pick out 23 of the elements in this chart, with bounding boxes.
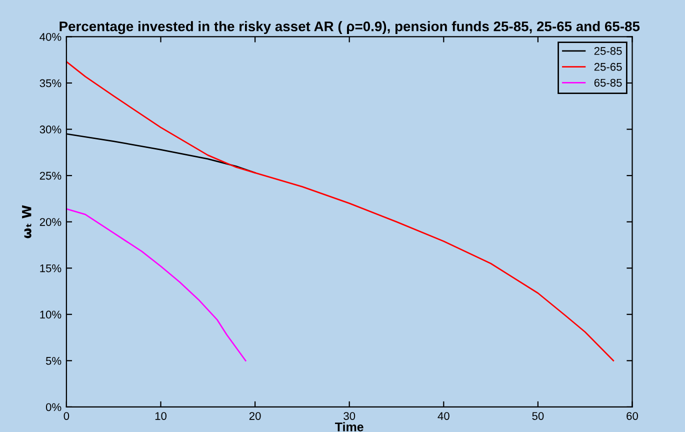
y-tick-label: 30%	[40, 126, 62, 134]
legend-label: 25-85	[594, 47, 622, 55]
y-tick-label: 10%	[40, 310, 62, 319]
x-tick-label: 20	[249, 412, 261, 420]
line-series	[66, 208, 246, 362]
x-tick-label: 50	[532, 412, 544, 420]
legend-label: 25-65	[594, 62, 622, 71]
y-axis-title: ωₜ W	[22, 205, 32, 238]
y-tick-label: 35%	[40, 79, 62, 88]
x-tick-label: 10	[155, 412, 166, 420]
y-tick-label: 25%	[40, 172, 62, 180]
x-axis-title: Time	[335, 422, 364, 432]
y-tick-label: 15%	[40, 264, 62, 272]
y-tick-label: 5%	[46, 356, 62, 365]
x-tick-label: 40	[438, 412, 450, 420]
chart-title: Percentage invested in the risky asset AR ( ρ=0.9), pension funds 25-85, 25-65 and 65-85	[60, 21, 640, 34]
x-tick-label: 0	[64, 412, 70, 420]
x-tick-label: 30	[344, 412, 356, 420]
y-tick-label: 20%	[40, 218, 62, 226]
y-tick-label: 0%	[46, 403, 62, 412]
legend-label: 65-85	[594, 78, 622, 87]
x-tick-label: 60	[626, 412, 638, 420]
y-tick-label: 40%	[40, 32, 62, 41]
